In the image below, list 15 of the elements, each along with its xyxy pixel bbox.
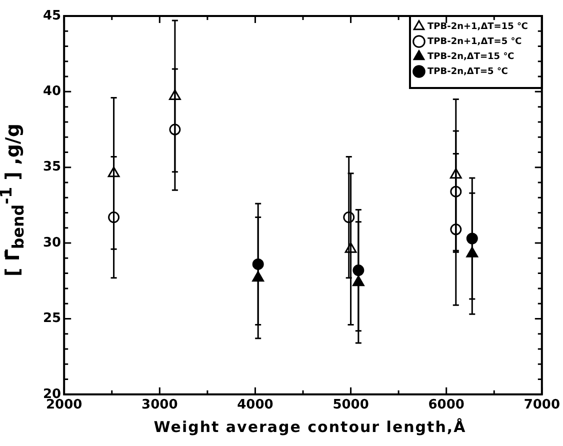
y-tick-label: 40: [42, 84, 62, 100]
x-tick-label: 6000: [428, 398, 464, 413]
legend-label: TPB-2n+1,ΔT=15 ℃: [427, 22, 528, 32]
legend-label: TPB-2n+1,ΔT=5 ℃: [427, 36, 522, 47]
y-tick-label: 45: [42, 8, 62, 24]
x-tick-label: 7000: [524, 398, 560, 413]
legend-label: TPB-2n,ΔT=15 ℃: [427, 52, 514, 62]
x-tick-label: 4000: [237, 398, 274, 413]
y-tick-label: 25: [42, 311, 62, 326]
x-tick-label: 3000: [142, 398, 178, 413]
x-axis-title: Weight average contour length,Å: [154, 418, 466, 436]
y-tick-label: 30: [42, 235, 62, 250]
legend-label: TPB-2n,ΔT=5 ℃: [427, 66, 508, 77]
x-tick-label: 5000: [332, 398, 369, 413]
y-tick-label: 35: [42, 160, 62, 175]
